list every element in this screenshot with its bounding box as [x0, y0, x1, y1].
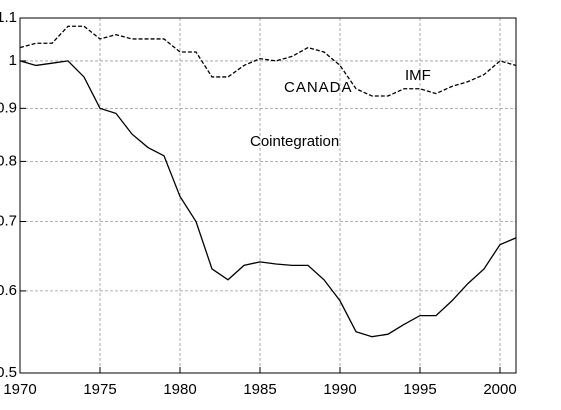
x-tick-label: 2000: [483, 381, 516, 398]
x-tick-label: 1970: [3, 381, 36, 398]
annotation: CANADA: [284, 79, 353, 96]
y-tick-label: 0.6: [0, 282, 17, 299]
x-tick-label: 1975: [83, 381, 116, 398]
x-tick-label: 1995: [403, 381, 436, 398]
y-tick-label: 0.9: [0, 99, 17, 116]
y-tick-label: 1: [9, 52, 17, 69]
x-tick-label: 1980: [163, 381, 196, 398]
series-label: IMF: [405, 67, 431, 84]
series-line: [19, 25, 517, 97]
y-tick-label: 0.7: [0, 212, 17, 229]
series-line: [19, 60, 517, 338]
y-tick-label: 1.1: [0, 9, 17, 26]
y-tick-label: 0.8: [0, 152, 17, 169]
series-label: Cointegration: [250, 133, 339, 150]
plot-frame: [19, 17, 517, 374]
x-tick-label: 1990: [323, 381, 356, 398]
y-tick-label: 0.5: [0, 364, 17, 381]
x-tick-label: 1985: [243, 381, 276, 398]
